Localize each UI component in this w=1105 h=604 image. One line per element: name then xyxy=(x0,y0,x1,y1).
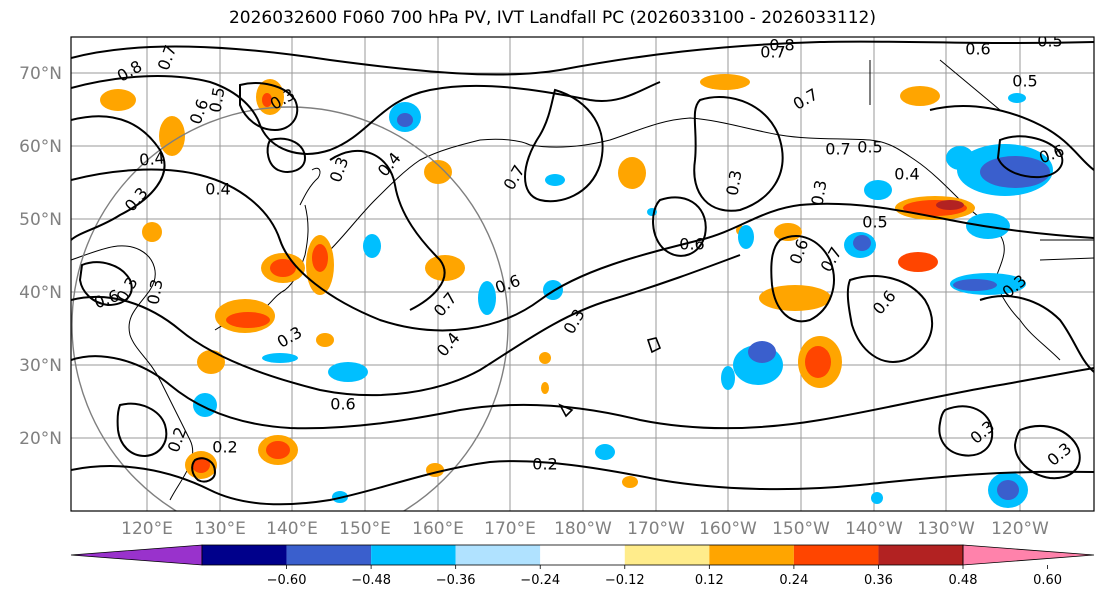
lat-label: 20°N xyxy=(19,429,62,449)
contour-label: 0.3 xyxy=(807,179,830,207)
contour-label: 0.4 xyxy=(205,180,230,199)
contour-label: 0.5 xyxy=(857,138,882,157)
contour-label: 0.4 xyxy=(894,165,919,184)
colorbar-segment xyxy=(878,545,963,565)
contour-label: 0.7 xyxy=(825,140,850,159)
colorbar-segment xyxy=(709,545,794,565)
colorbar-tick-label: −0.24 xyxy=(520,573,560,588)
colorbar-extend-min xyxy=(70,544,203,566)
colorbar-segment xyxy=(455,545,541,565)
contour-label: 0.5 xyxy=(1012,72,1037,91)
plot-title: 2026032600 F060 700 hPa PV, IVT Landfall… xyxy=(228,8,876,28)
lat-label: 30°N xyxy=(19,356,62,376)
colorbar-segment xyxy=(540,545,625,565)
contour-label: 0.7 xyxy=(760,43,785,62)
colorbar-frame xyxy=(201,544,964,566)
latitude-labels: 70°N 60°N 50°N 40°N 30°N 20°N xyxy=(19,64,62,449)
colorbar-tick-label: 0.12 xyxy=(695,573,724,588)
contour-label: 0.3 xyxy=(143,278,166,306)
contour-label: 0.6 xyxy=(330,395,355,414)
lon-label: 170°W xyxy=(627,519,685,539)
colorbar-tick-label: 0.24 xyxy=(779,573,808,588)
colorbar: −0.60 −0.48 −0.36 −0.24 −0.12 0.12 0.24 0.36 0.4… xyxy=(70,544,1095,588)
contour-label: 0.6 xyxy=(965,40,990,59)
colorbar-segment xyxy=(371,545,456,565)
lon-label: 120°E xyxy=(121,519,173,539)
lon-label: 130°E xyxy=(194,519,246,539)
contour-label: 0.2 xyxy=(212,438,237,457)
lon-label: 150°E xyxy=(339,519,391,539)
lon-label: 130°W xyxy=(917,519,975,539)
colorbar-tick-label: −0.60 xyxy=(267,573,307,588)
map-frame xyxy=(70,36,1095,512)
lon-label: 160°W xyxy=(699,519,757,539)
lon-label: 170°E xyxy=(484,519,536,539)
contour-label: 0.4 xyxy=(138,148,165,169)
colorbar-tick-label: −0.12 xyxy=(605,573,645,588)
shaded-anomalies xyxy=(100,74,1053,508)
colorbar-segment xyxy=(624,545,710,565)
lon-label: 140°E xyxy=(266,519,318,539)
colorbar-segment xyxy=(202,545,287,565)
contour-label: 0.3 xyxy=(722,169,745,197)
lat-label: 50°N xyxy=(19,210,62,230)
colorbar-segment xyxy=(286,545,372,565)
lat-label: 60°N xyxy=(19,137,62,157)
colorbar-tick-label: −0.48 xyxy=(351,573,391,588)
contour-label: 0.8 xyxy=(769,36,794,55)
colorbar-tick-label: 0.60 xyxy=(1033,573,1062,588)
longitude-labels: 120°E 130°E 140°E 150°E 160°E 170°E 180°W 170°W… xyxy=(121,519,1049,539)
lon-label: 150°W xyxy=(772,519,830,539)
reference-circle xyxy=(71,106,509,511)
contour-label: 0.2 xyxy=(532,455,557,474)
colorbar-segment xyxy=(793,545,879,565)
contour-label: 0.5 xyxy=(1037,32,1062,51)
contour-label: 0.6 xyxy=(679,235,704,254)
lon-label: 120°W xyxy=(991,519,1049,539)
lon-label: 180°W xyxy=(554,519,612,539)
colorbar-tick-label: 0.36 xyxy=(864,573,893,588)
contour-label: 0.5 xyxy=(205,86,228,114)
lat-label: 70°N xyxy=(19,64,62,84)
colorbar-tick-label: 0.48 xyxy=(949,573,978,588)
colorbar-tick-label: −0.36 xyxy=(436,573,476,588)
contour-label: 0.5 xyxy=(862,213,887,232)
lon-label: 140°W xyxy=(845,519,903,539)
lon-label: 160°E xyxy=(412,519,464,539)
pv-contours xyxy=(71,40,1094,506)
lat-label: 40°N xyxy=(19,283,62,303)
colorbar-extend-max xyxy=(962,544,1095,566)
